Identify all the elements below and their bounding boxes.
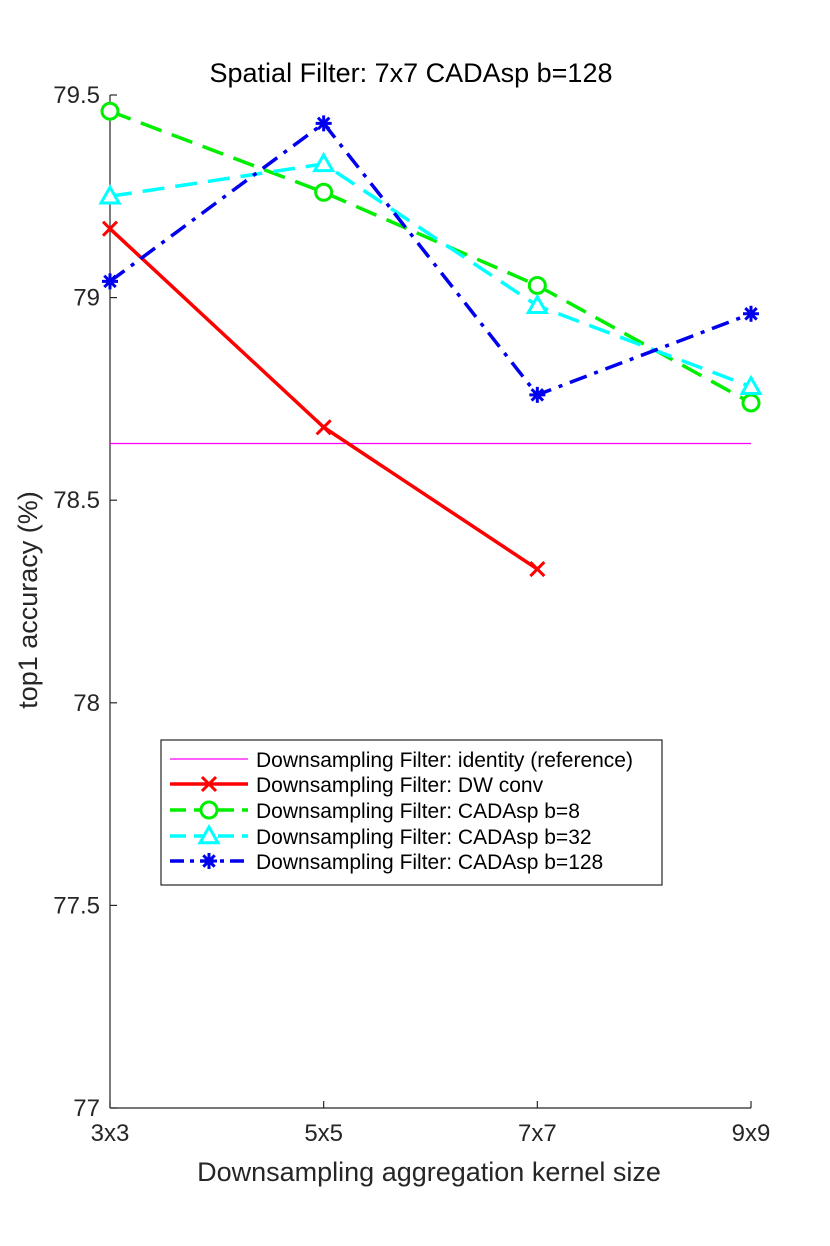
series-line xyxy=(109,162,752,389)
series-line xyxy=(108,121,752,397)
triangle-marker xyxy=(312,151,336,173)
legend: Downsampling Filter: identity (reference… xyxy=(160,739,663,886)
asterisk-marker xyxy=(201,853,217,869)
chart-title: Spatial Filter: 7x7 CADAsp b=128 xyxy=(210,58,613,88)
x-tick-label: 9x9 xyxy=(732,1120,771,1147)
legend-box xyxy=(160,739,663,886)
asterisk-marker xyxy=(743,305,759,322)
circle-marker xyxy=(199,800,219,820)
y-tick-label: 77.5 xyxy=(53,892,100,919)
asterisk-marker xyxy=(315,115,332,132)
series-2 xyxy=(98,151,763,395)
y-axis-label: top1 accuracy (%) xyxy=(13,491,43,709)
legend-label-cadasp-b32: Downsampling Filter: CADAsp b=32 xyxy=(256,826,592,849)
circle-marker xyxy=(741,393,761,413)
series-1 xyxy=(100,101,761,413)
x-axis-label: Downsampling aggregation kernel size xyxy=(197,1157,661,1187)
circle-marker xyxy=(527,275,547,295)
x-marker xyxy=(529,561,546,578)
legend-label-cadasp-b128: Downsampling Filter: CADAsp b=128 xyxy=(256,851,603,874)
x-marker xyxy=(200,775,218,793)
x-tick-label: 3x3 xyxy=(91,1120,130,1147)
y-tick-label: 79 xyxy=(73,285,100,312)
asterisk-marker xyxy=(529,386,546,403)
y-tick-label: 78.5 xyxy=(53,487,100,514)
legend-label-reference: Downsampling Filter: identity (reference… xyxy=(256,749,633,772)
series-0 xyxy=(101,220,546,578)
y-tick-label: 79.5 xyxy=(53,82,100,109)
asterisk-marker xyxy=(102,273,118,290)
legend-label-cadasp-b8: Downsampling Filter: CADAsp b=8 xyxy=(256,800,580,823)
triangle-marker xyxy=(197,823,221,845)
triangle-marker xyxy=(98,184,122,205)
y-tick-label: 77 xyxy=(73,1095,100,1122)
x-tick-label: 5x5 xyxy=(304,1120,343,1147)
circle-marker xyxy=(100,101,120,121)
legend-label-dw-conv: Downsampling Filter: DW conv xyxy=(256,774,544,797)
y-tick-label: 78 xyxy=(73,690,100,717)
triangle-marker xyxy=(739,374,763,395)
circle-marker xyxy=(314,182,334,202)
x-tick-label: 7x7 xyxy=(518,1120,557,1147)
x-marker xyxy=(315,419,332,436)
series-3 xyxy=(102,115,759,403)
axes: 77 77.5 78 78.5 79 79.5 3x3 5x5 7x7 9x9 xyxy=(53,82,770,1147)
triangle-marker xyxy=(525,293,549,314)
series-layer xyxy=(98,101,763,578)
series-line xyxy=(109,109,752,405)
x-marker xyxy=(101,220,119,237)
legend-samples xyxy=(170,758,248,869)
